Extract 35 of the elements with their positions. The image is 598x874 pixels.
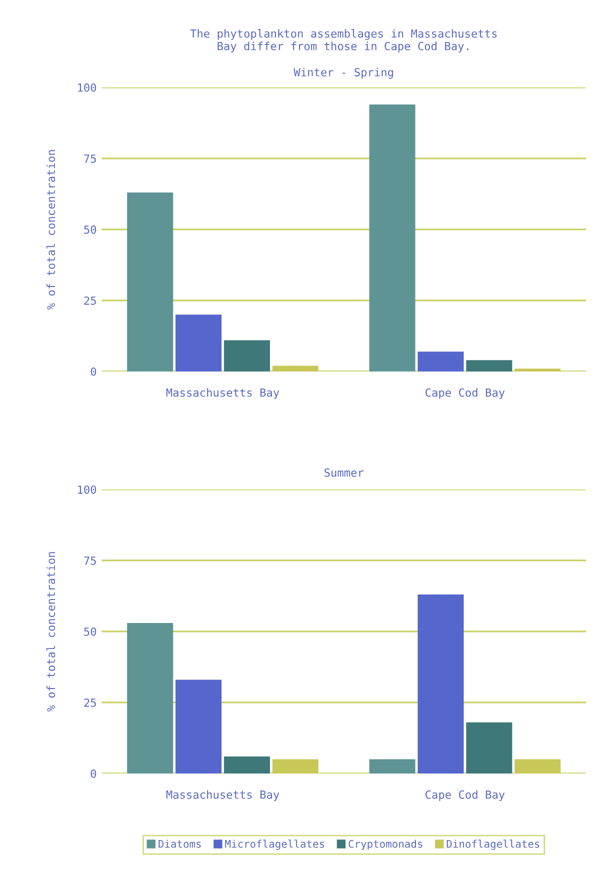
y-tick-label: 25 [84,296,96,305]
bar [418,352,464,372]
y-tick-label: 25 [84,698,96,707]
y-tick-label: 0 [90,367,96,376]
y-tick-label: 100 [78,83,96,92]
legend-label: Dinoflagellates [446,840,540,850]
bar [127,622,174,774]
legend-label: Microflagellates [225,840,324,850]
bar [127,192,174,372]
bar [418,594,464,774]
y-axis-title: % of total concentration [46,150,56,310]
x-tick-label: Massachusetts Bay [166,790,280,801]
x-tick-label: Massachusetts Bay [166,388,280,399]
legend-label: Diatoms [158,840,201,848]
bar [466,722,512,774]
bar [466,360,512,372]
bar [176,314,222,372]
y-axis-title: % of total concentration [46,552,56,712]
bar [369,104,416,372]
bar [176,680,222,774]
bar [224,756,270,774]
bar [224,340,270,372]
y-tick-label: 0 [90,769,96,778]
y-tick-label: 50 [84,627,96,636]
chart-title: Summer [324,468,364,477]
chart-subtitle: Winter - Spring [294,68,393,79]
y-tick-label: 100 [78,485,96,494]
legend-label: Cryptomonads [348,840,422,850]
x-tick-label: Cape Cod Bay [426,790,505,801]
y-tick-label: 75 [84,556,96,565]
x-tick-label: Cape Cod Bay [426,388,505,399]
chart-title: The phytoplankton assemblages in Massachusetts Bay differ from those in Cape Cod Bay. [190,29,497,52]
y-tick-label: 75 [84,154,96,163]
y-tick-label: 50 [84,225,96,234]
bar [369,759,416,774]
